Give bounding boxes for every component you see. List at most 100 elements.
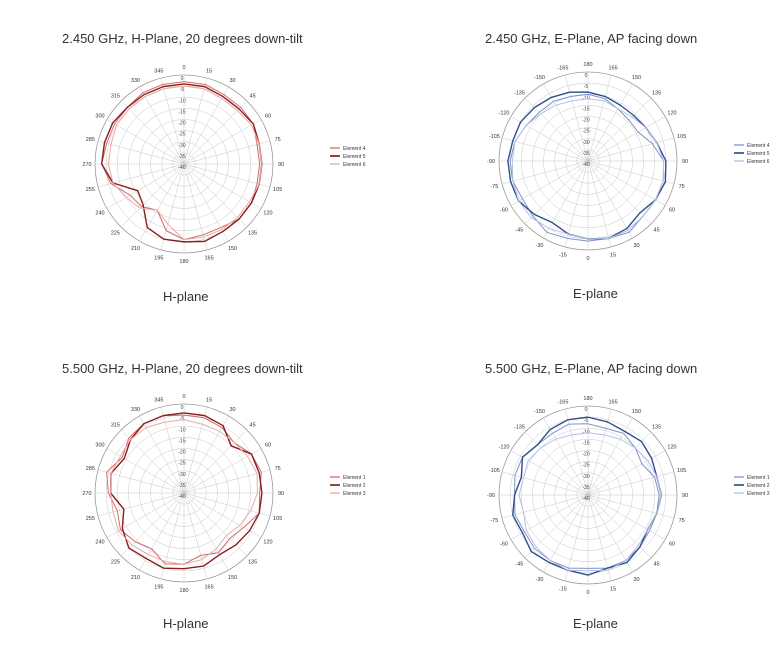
grid-spoke (587, 450, 666, 496)
radial-tick-label: -35 (178, 154, 185, 160)
angle-tick-label: 330 (131, 78, 140, 84)
angle-tick-label: 345 (154, 68, 163, 74)
angle-tick-label: -135 (514, 424, 525, 430)
grid-spoke (120, 429, 185, 494)
angle-tick-label: 150 (228, 575, 237, 581)
legend: Element 1 Element 2 Element 3 (734, 475, 770, 497)
angle-tick-label: 75 (679, 184, 685, 190)
grid-spoke (183, 77, 208, 165)
angle-tick-label: -30 (536, 577, 544, 583)
angle-tick-label: 255 (86, 187, 95, 193)
series-line-element-3 (518, 432, 662, 572)
grid-spoke (183, 406, 208, 494)
grid-spoke (139, 163, 185, 242)
grid-spoke (587, 137, 675, 162)
angle-tick-label: 75 (679, 518, 685, 524)
chart-subtitle: H-plane (163, 616, 209, 631)
angle-tick-label: 135 (248, 560, 257, 566)
angle-tick-label: -15 (559, 253, 567, 259)
radial-tick-label: -10 (178, 427, 185, 433)
grid-spoke (183, 415, 229, 494)
radial-tick-label: -15 (582, 440, 589, 446)
angle-tick-label: 60 (265, 443, 271, 449)
chart-panel-4: 5.500 GHz, E-Plane, AP facing down 180 16… (390, 323, 780, 646)
grid-spoke (183, 86, 229, 165)
angle-tick-label: -165 (557, 65, 568, 71)
angle-tick-label: 45 (250, 93, 256, 99)
legend: Element 4 Element 5 Element 6 (330, 146, 366, 168)
grid-spoke (139, 86, 185, 165)
polar-chart-2450-h-plane: 0 15 30 45 60 75 90 105 120 135 150 165 180 195 210 225… (82, 65, 366, 265)
angle-tick-label: 90 (682, 159, 688, 165)
radial-tick-label: -10 (582, 429, 589, 435)
radial-tick-label: -10 (582, 95, 589, 101)
chart-subtitle: H-plane (163, 289, 209, 304)
radial-tick-label: -40 (582, 162, 589, 168)
angle-tick-label: 0 (182, 394, 185, 400)
angle-tick-label: 75 (275, 137, 281, 143)
radial-tick-label: -25 (582, 463, 589, 469)
grid-spoke (120, 100, 185, 165)
radial-tick-label: -30 (582, 140, 589, 146)
radial-tick-label: -10 (178, 98, 185, 104)
grid-spoke (97, 469, 185, 494)
grid-spoke (564, 408, 589, 496)
grid-spoke (160, 492, 185, 580)
series-line-element-3 (110, 419, 258, 565)
angle-tick-label: -165 (557, 399, 568, 405)
angle-tick-label: 300 (95, 114, 104, 120)
legend-label: Element 2 (747, 483, 770, 489)
grid-spoke (501, 471, 589, 496)
grid-spoke (587, 116, 666, 162)
angle-tick-label: 225 (111, 560, 120, 566)
radial-tick-label: -5 (180, 416, 185, 422)
polar-grid (498, 405, 678, 585)
grid-spoke (510, 494, 589, 540)
grid-spoke (587, 408, 612, 496)
angle-tick-label: 150 (632, 75, 641, 81)
angle-tick-label: -30 (536, 243, 544, 249)
angle-tick-label: 255 (86, 516, 95, 522)
series-line-element-6 (107, 85, 263, 241)
grid-spoke (543, 417, 589, 496)
angle-tick-label: 240 (95, 211, 104, 217)
grid-spoke (587, 97, 652, 162)
angle-tick-label: -75 (490, 518, 498, 524)
angle-tick-label: 180 (583, 396, 592, 402)
angle-tick-label: 105 (677, 134, 686, 140)
angle-tick-label: -15 (559, 587, 567, 593)
angle-tick-label: 45 (654, 562, 660, 568)
angle-tick-label: 270 (82, 162, 91, 168)
angle-tick-label: 120 (263, 211, 272, 217)
radial-tick-label: -20 (178, 121, 185, 127)
angle-tick-label: 0 (182, 65, 185, 71)
angle-tick-label: 315 (111, 93, 120, 99)
angle-tick-label: 135 (652, 424, 661, 430)
angle-tick-label: 150 (228, 246, 237, 252)
legend-label: Element 6 (747, 159, 770, 165)
angle-tick-label: 60 (669, 208, 675, 214)
angle-tick-label: 180 (179, 588, 188, 594)
angle-tick-label: 285 (86, 137, 95, 143)
legend-label: Element 1 (343, 475, 366, 481)
angle-tick-label: 15 (206, 397, 212, 403)
angle-tick-label: 135 (248, 231, 257, 237)
grid-spoke (587, 417, 633, 496)
grid-spoke (160, 406, 185, 494)
angle-tick-label: -105 (489, 468, 500, 474)
angle-tick-label: 270 (82, 491, 91, 497)
grid-spoke (587, 494, 612, 582)
angle-tick-label: 165 (609, 65, 618, 71)
angle-tick-label: 30 (229, 407, 235, 413)
angle-tick-label: 135 (652, 90, 661, 96)
series-line-element-6 (511, 98, 665, 240)
grid-spoke (120, 163, 185, 228)
grid-spoke (97, 140, 185, 165)
angle-tick-label: 225 (111, 231, 120, 237)
grid-spoke (524, 160, 589, 225)
grid-spoke (183, 448, 262, 494)
grid-spoke (120, 492, 185, 557)
angle-tick-label: 210 (131, 575, 140, 581)
grid-spoke (139, 492, 185, 571)
grid-spoke (183, 429, 248, 494)
